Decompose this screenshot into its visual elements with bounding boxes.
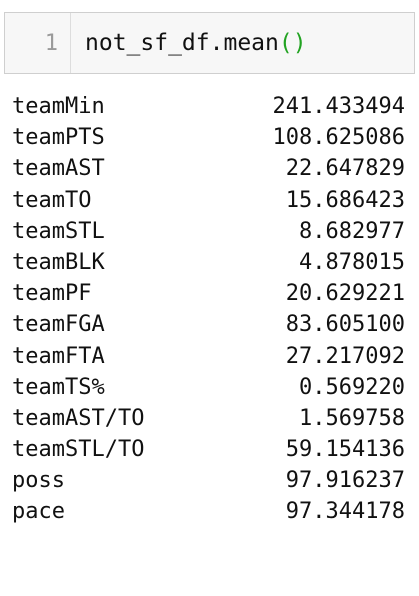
output-row-label: teamTS% xyxy=(12,374,105,400)
output-row: teamPF 20.629221 xyxy=(12,278,405,309)
output-row: teamAST/TO 1.569758 xyxy=(12,403,405,434)
output-row-value: 83.605100 xyxy=(285,312,405,338)
output-row-value: 241.433494 xyxy=(272,94,405,119)
output-row-label: teamPF xyxy=(12,281,92,307)
output-row: teamFTA 27.217092 xyxy=(12,341,405,372)
output-row-value: 22.647829 xyxy=(285,156,405,182)
output-row-value: 0.569220 xyxy=(299,374,405,400)
cell-output: teamMin 241.433494 teamPTS 108.625086 teamAS… xyxy=(12,91,405,528)
output-row-label: teamSTL/TO xyxy=(12,437,145,463)
code-parentheses: () xyxy=(278,30,307,56)
output-row: teamSTL 8.682977 xyxy=(12,216,405,247)
output-row-value: 1.569758 xyxy=(299,405,405,431)
output-row: pace 97.344178 xyxy=(12,496,405,527)
output-row: teamTO 15.686423 xyxy=(12,185,405,216)
output-row-value: 108.625086 xyxy=(272,125,405,151)
output-row-value: 20.629221 xyxy=(285,281,405,307)
output-row-value: 59.154136 xyxy=(285,437,405,463)
output-row: teamFGA 83.605100 xyxy=(12,309,405,340)
output-row: teamPTS 108.625086 xyxy=(12,122,405,153)
output-row: teamMin 241.433494 xyxy=(12,91,405,122)
code-line[interactable]: not_sf_df.mean() xyxy=(71,30,307,56)
output-row-value: 27.217092 xyxy=(285,343,405,369)
output-row: teamTS% 0.569220 xyxy=(12,372,405,403)
line-number-gutter: 1 xyxy=(5,13,71,73)
line-number: 1 xyxy=(44,30,58,56)
code-text: not_sf_df.mean xyxy=(85,30,279,56)
output-row-value: 15.686423 xyxy=(285,187,405,213)
output-row: teamSTL/TO 59.154136 xyxy=(12,434,405,465)
code-input-cell[interactable]: 1 not_sf_df.mean() xyxy=(4,12,415,74)
output-row: teamAST 22.647829 xyxy=(12,153,405,184)
output-row-label: teamAST xyxy=(12,156,105,182)
output-row-value: 97.916237 xyxy=(285,468,405,494)
output-row-value: 8.682977 xyxy=(299,218,405,244)
output-row-label: teamBLK xyxy=(12,249,105,275)
output-row-label: teamFGA xyxy=(12,312,105,338)
output-row-value: 4.878015 xyxy=(299,249,405,275)
output-row-label: teamMin xyxy=(12,94,105,119)
output-row-value: 97.344178 xyxy=(285,499,405,525)
output-row-label: teamAST/TO xyxy=(12,405,145,431)
output-row-label: pace xyxy=(12,499,65,525)
output-row: teamBLK 4.878015 xyxy=(12,247,405,278)
output-row: poss 97.916237 xyxy=(12,465,405,496)
output-row-label: teamSTL xyxy=(12,218,105,244)
output-row-label: teamPTS xyxy=(12,125,105,151)
output-row-label: poss xyxy=(12,468,65,494)
output-row-label: teamTO xyxy=(12,187,92,213)
output-row-label: teamFTA xyxy=(12,343,105,369)
